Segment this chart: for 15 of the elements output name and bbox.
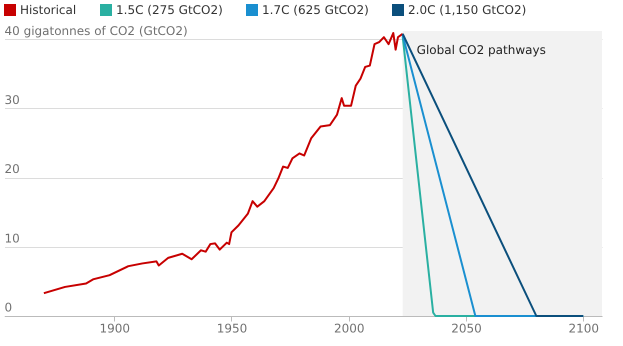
y-tick-label: 0	[4, 300, 12, 314]
x-tick-label: 2000	[334, 322, 365, 336]
y-tick-label: 40 gigatonnes of CO2 (GtCO2)	[4, 24, 188, 38]
y-tick-label: 30	[4, 92, 20, 107]
y-tick-label: 10	[4, 231, 20, 246]
band-label: Global CO2 pathways	[416, 43, 546, 57]
y-tick-label: 20	[4, 162, 20, 176]
legend-label: 1.5C (275 GtCO2)	[116, 3, 223, 17]
legend-label: 1.7C (625 GtCO2)	[262, 3, 369, 17]
legend-label: 2.0C (1,150 GtCO2)	[408, 3, 526, 17]
legend-label: Historical	[20, 3, 76, 17]
x-tick-label: 2050	[451, 322, 482, 336]
x-tick-label: 1950	[216, 322, 248, 336]
x-tick-label: 2100	[568, 322, 600, 336]
x-tick-label: 1900	[99, 322, 130, 336]
